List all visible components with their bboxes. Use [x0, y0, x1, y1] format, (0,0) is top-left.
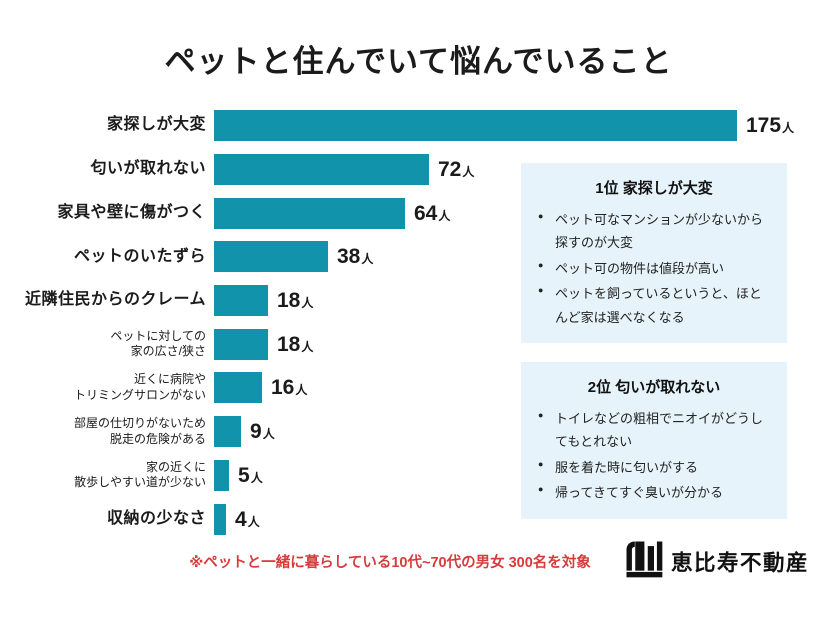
info-box-bullet: トイレなどの粗相でニオイがどうしてもとれない: [537, 407, 771, 454]
value-label: 9人: [250, 421, 275, 442]
chart-row: 家探しが大変 175人: [0, 104, 794, 148]
info-box: 2位 匂いが取れない トイレなどの粗相でニオイがどうしてもとれない服を着た時に匂…: [521, 362, 787, 519]
chart-row: 匂いが取れない 72人: [0, 148, 780, 192]
value-label: 72人: [438, 159, 474, 180]
category-label: 部屋の仕切りがないため 脱走の危険がある: [73, 416, 206, 446]
buildings-m-icon: [624, 538, 664, 585]
value-unit: 人: [438, 208, 451, 223]
bar: [214, 328, 268, 360]
bar-track: 64人: [214, 197, 780, 229]
category-label: 家の近くに 散歩しやすい道が少ない: [74, 459, 206, 490]
value-number: 18: [277, 332, 301, 356]
info-box-bullet: 帰ってきてすぐ臭いが分かる: [537, 481, 771, 504]
value-unit: 人: [295, 383, 308, 398]
bar: [214, 197, 405, 229]
category-label: 家具や壁に傷がつく: [57, 203, 206, 221]
chart-row: ペットのいたずら 38人: [0, 235, 780, 279]
category-label: 匂いが取れない: [90, 160, 206, 178]
bar-chart: 家探しが大変 175人 匂いが取れない 72人 家具や壁に傷がつく 64人 ペッ…: [0, 104, 794, 541]
value-label: 38人: [337, 246, 373, 267]
value-number: 64: [414, 201, 438, 225]
bar: [214, 372, 262, 404]
bar-track: 9人: [214, 416, 780, 448]
category-label: 近くに病院や トリミングサロンがない: [73, 372, 206, 402]
value-number: 38: [337, 245, 361, 269]
info-box-bullet: ペット可なマンションが少ないから探すのが大変: [537, 208, 771, 255]
bar: [214, 154, 429, 186]
value-unit: 人: [361, 252, 374, 267]
chart-row: 近隣住民からのクレーム 18人: [0, 279, 780, 323]
bar-track: 38人: [214, 241, 780, 273]
bar: [214, 285, 268, 317]
info-box-bullet: ペット可の物件は値段が高い: [537, 257, 771, 280]
company-name: 恵比寿不動産: [670, 551, 809, 575]
bar-track: 18人: [214, 285, 780, 317]
chart-row: ペットに対しての 家の広さ/狭さ 18人: [0, 322, 780, 366]
value-number: 5: [238, 463, 250, 487]
value-unit: 人: [301, 296, 314, 311]
bar: [214, 110, 737, 142]
chart-row: 部屋の仕切りがないため 脱走の危険がある 9人: [0, 410, 780, 454]
chart-row: 家の近くに 散歩しやすい道が少ない 5人: [0, 454, 780, 498]
value-unit: 人: [782, 121, 795, 136]
value-label: 64人: [414, 203, 450, 224]
bar-track: 4人: [214, 503, 780, 535]
info-box: 1位 家探しが大変 ペット可なマンションが少ないから探すのが大変ペット可の物件は…: [521, 163, 787, 343]
value-label: 16人: [271, 377, 307, 398]
value-label: 175人: [746, 115, 794, 136]
category-label: 家探しが大変: [106, 116, 206, 134]
info-box-list: トイレなどの粗相でニオイがどうしてもとれない服を着た時に匂いがする帰ってきてすぐ…: [537, 407, 771, 505]
value-number: 16: [271, 376, 295, 400]
info-box-heading: 1位 家探しが大変: [595, 180, 713, 197]
chart-row: 家具や壁に傷がつく 64人: [0, 191, 780, 235]
value-label: 4人: [235, 509, 260, 530]
value-number: 4: [235, 507, 247, 531]
category-label: ペットに対しての 家の広さ/狭さ: [110, 328, 206, 359]
bar: [214, 459, 229, 491]
bar-track: 16人: [214, 372, 780, 404]
bar: [214, 416, 241, 448]
value-label: 18人: [277, 290, 313, 311]
value-unit: 人: [250, 470, 263, 485]
category-label: 近隣住民からのクレーム: [24, 291, 206, 309]
company-logo: 恵比寿不動産: [624, 538, 809, 585]
value-label: 18人: [277, 334, 313, 355]
category-label: ペットのいたずら: [73, 247, 206, 265]
bar-track: 72人: [214, 154, 780, 186]
bar: [214, 503, 226, 535]
page-title: ペットと住んでいて悩んでいること: [164, 44, 673, 79]
bar-track: 18人: [214, 328, 780, 360]
value-number: 18: [277, 289, 301, 313]
footnote: ※ペットと一緒に暮らしている10代~70代の男女 300名を対象: [189, 555, 591, 571]
value-number: 9: [250, 420, 262, 444]
info-box-bullet: 服を着た時に匂いがする: [537, 456, 771, 479]
value-unit: 人: [462, 165, 475, 180]
value-number: 175: [746, 114, 782, 138]
bar-track: 5人: [214, 459, 780, 491]
value-label: 5人: [238, 465, 263, 486]
chart-row: 収納の少なさ 4人: [0, 497, 780, 541]
chart-row: 近くに病院や トリミングサロンがない 16人: [0, 366, 780, 410]
value-unit: 人: [262, 427, 275, 442]
value-unit: 人: [301, 339, 314, 354]
value-number: 72: [438, 158, 462, 182]
bar-track: 175人: [214, 110, 794, 142]
info-box-heading: 2位 匂いが取れない: [587, 379, 721, 396]
bar: [214, 241, 328, 273]
info-box-bullet: ペットを飼っているというと、ほとんど家は選べなくなる: [537, 282, 771, 329]
info-box-list: ペット可なマンションが少ないから探すのが大変ペット可の物件は値段が高いペットを飼…: [537, 208, 771, 329]
value-unit: 人: [247, 514, 260, 529]
category-label: 収納の少なさ: [106, 509, 206, 527]
